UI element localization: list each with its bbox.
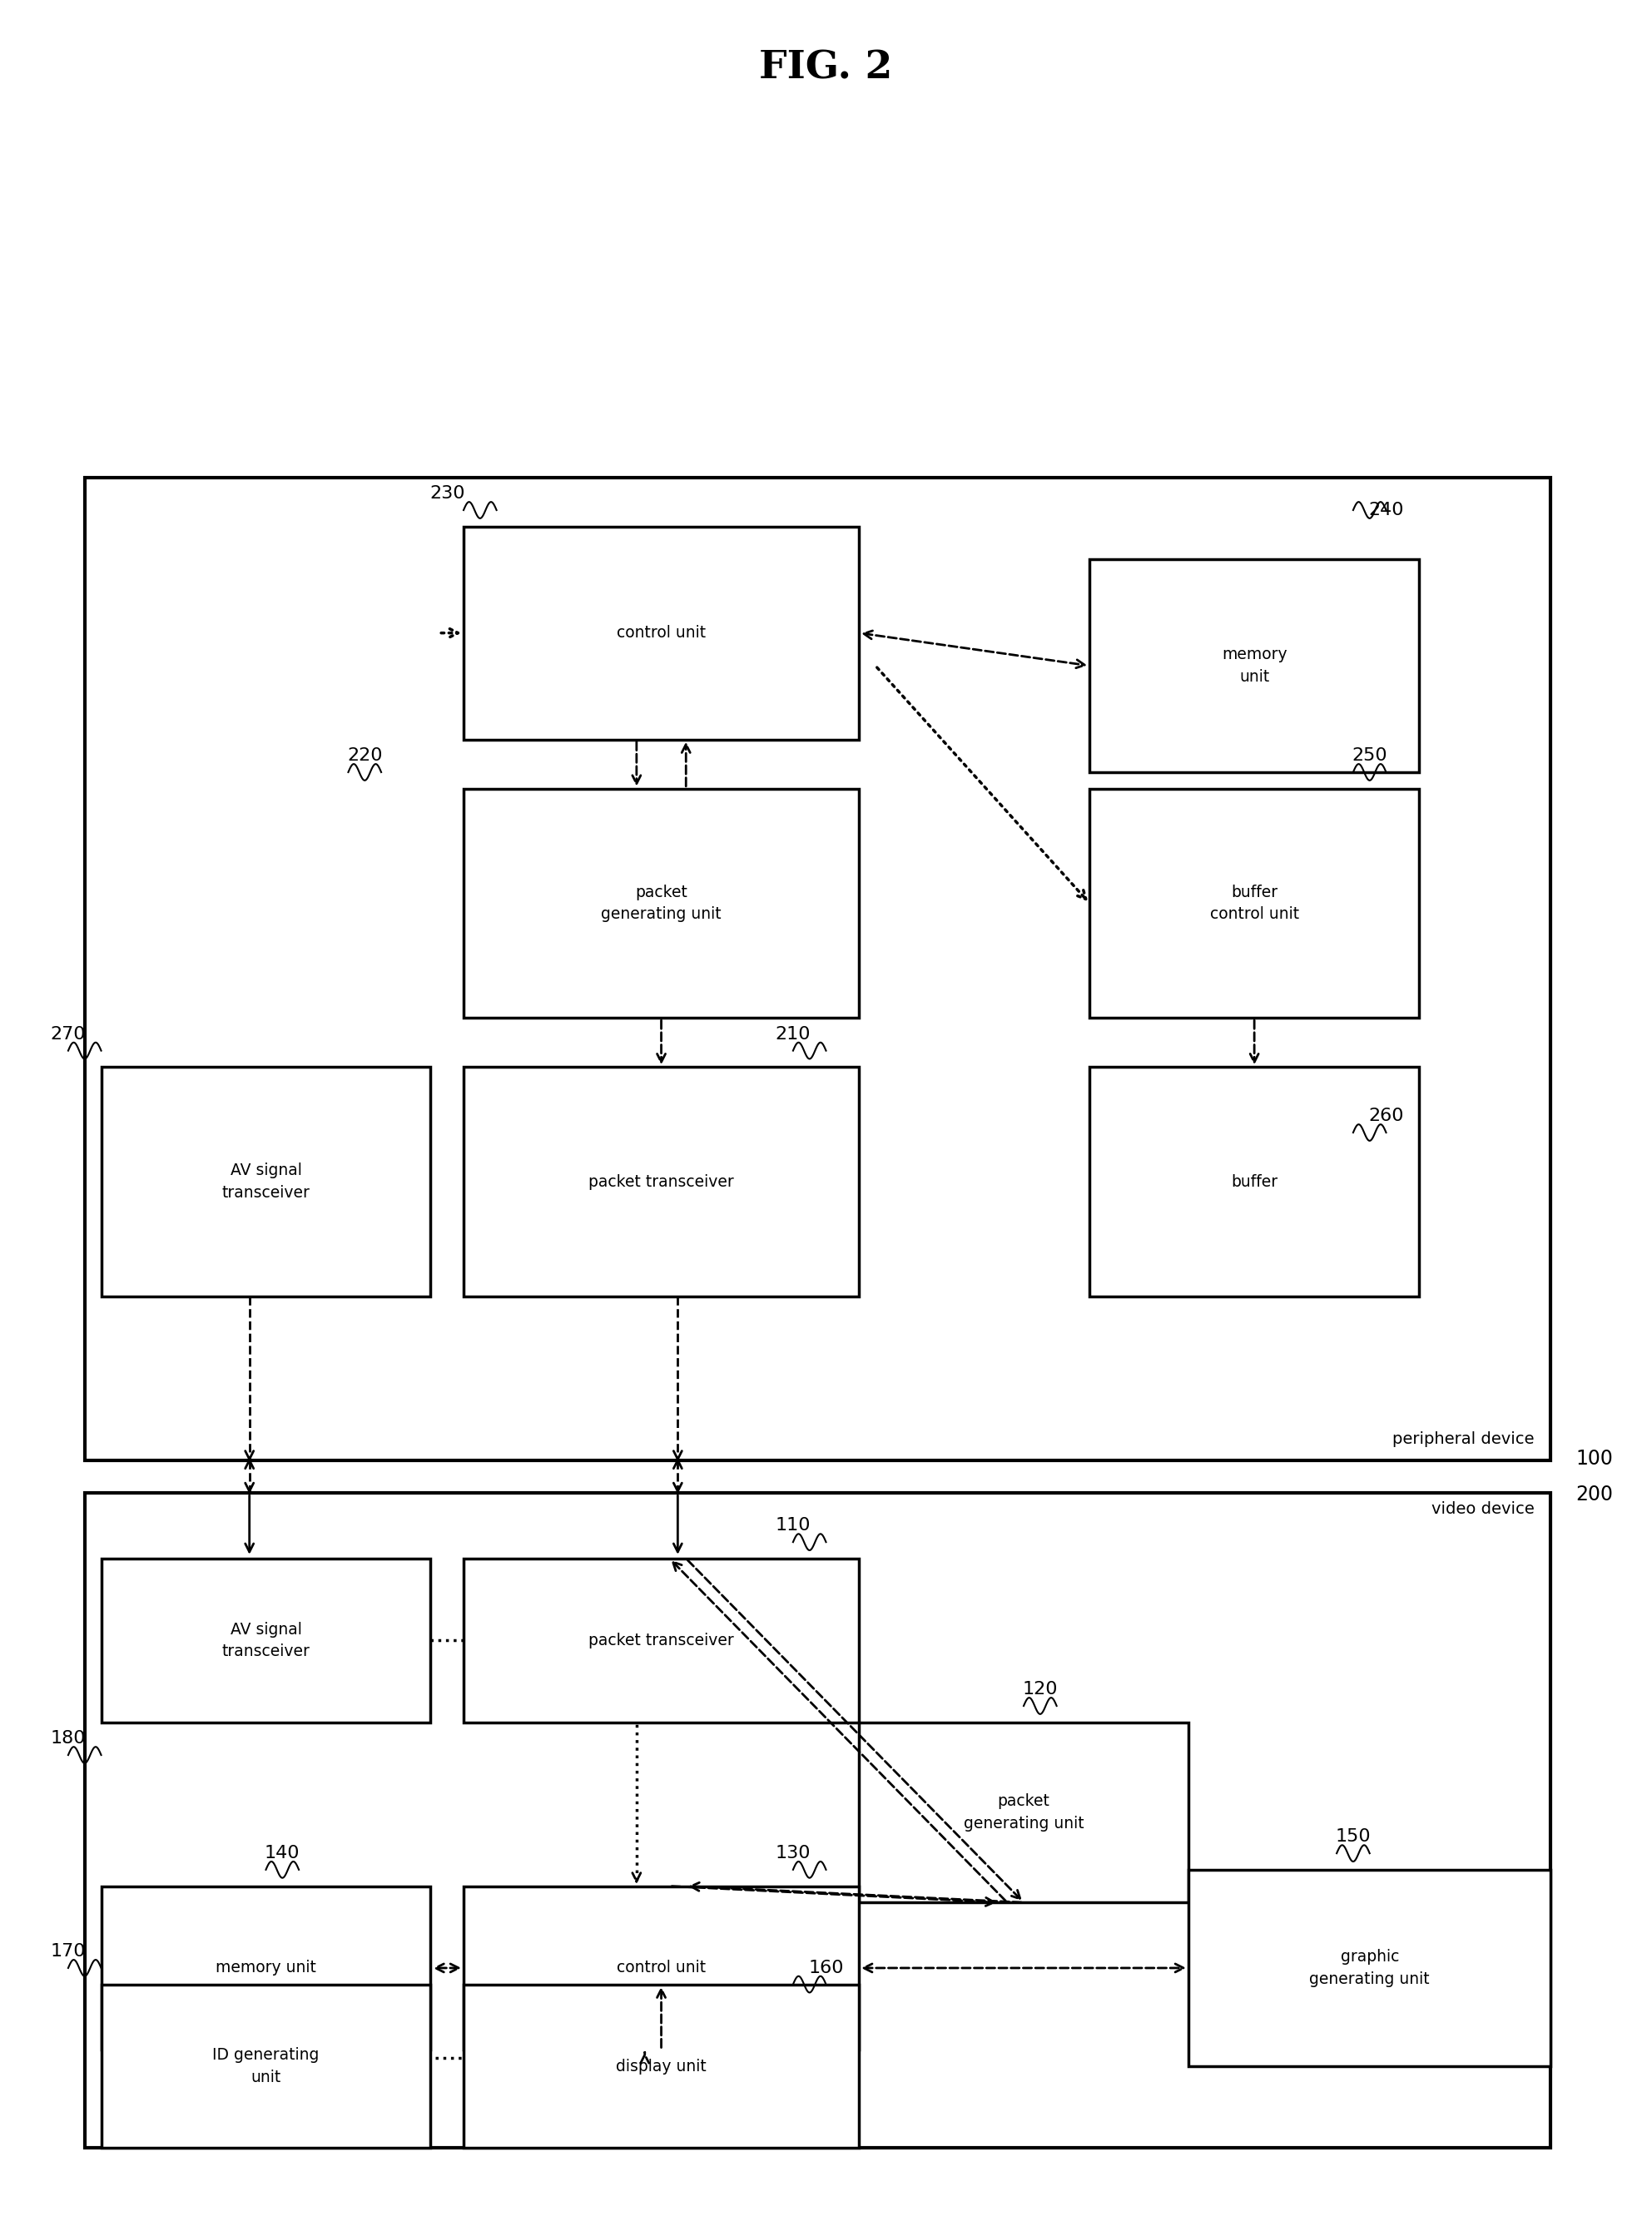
Bar — [464, 1068, 859, 1296]
Bar — [1090, 1068, 1419, 1296]
Text: 110: 110 — [775, 1518, 811, 1533]
Text: memory unit: memory unit — [216, 1961, 316, 1977]
Bar — [464, 789, 859, 1017]
Bar — [859, 1722, 1188, 1904]
Text: buffer: buffer — [1231, 1174, 1277, 1190]
Text: memory
unit: memory unit — [1221, 647, 1287, 685]
Text: 150: 150 — [1335, 1828, 1371, 1846]
Bar — [84, 476, 1551, 1460]
Bar — [464, 1886, 859, 2050]
Text: FIG. 2: FIG. 2 — [760, 49, 892, 86]
Text: control unit: control unit — [616, 625, 705, 640]
Text: control unit: control unit — [616, 1961, 705, 1977]
Text: 210: 210 — [775, 1026, 811, 1042]
Text: 220: 220 — [347, 747, 382, 765]
Bar — [101, 1983, 431, 2147]
Text: 180: 180 — [51, 1731, 86, 1746]
Text: 200: 200 — [1576, 1485, 1612, 1505]
Bar — [464, 1558, 859, 1722]
Text: packet transceiver: packet transceiver — [588, 1633, 733, 1649]
Text: packet
generating unit: packet generating unit — [963, 1793, 1084, 1830]
Text: 140: 140 — [264, 1846, 301, 1861]
Text: 270: 270 — [51, 1026, 86, 1042]
Text: packet
generating unit: packet generating unit — [601, 884, 722, 922]
Bar — [84, 1494, 1551, 2147]
Text: 170: 170 — [51, 1943, 86, 1959]
Text: 120: 120 — [1023, 1682, 1057, 1697]
Bar — [464, 1983, 859, 2147]
Bar — [101, 1886, 431, 2050]
Text: buffer
control unit: buffer control unit — [1209, 884, 1298, 922]
Text: 100: 100 — [1576, 1449, 1612, 1469]
Text: video device: video device — [1431, 1500, 1535, 1518]
Bar — [1188, 1870, 1551, 2065]
Text: 250: 250 — [1351, 747, 1388, 765]
Text: AV signal
transceiver: AV signal transceiver — [221, 1163, 311, 1201]
Text: peripheral device: peripheral device — [1393, 1432, 1535, 1447]
Bar — [1090, 558, 1419, 771]
Text: 230: 230 — [430, 485, 464, 503]
Text: packet transceiver: packet transceiver — [588, 1174, 733, 1190]
Text: 240: 240 — [1368, 501, 1404, 519]
Bar — [101, 1068, 431, 1296]
Text: display unit: display unit — [616, 2059, 707, 2074]
Text: 260: 260 — [1368, 1108, 1404, 1124]
Text: ID generating
unit: ID generating unit — [213, 2048, 319, 2085]
Text: AV signal
transceiver: AV signal transceiver — [221, 1622, 311, 1660]
Text: 130: 130 — [775, 1846, 811, 1861]
Bar — [101, 1558, 431, 1722]
Text: 160: 160 — [808, 1959, 844, 1977]
Bar — [1090, 789, 1419, 1017]
Text: graphic
generating unit: graphic generating unit — [1310, 1950, 1431, 1988]
Bar — [464, 527, 859, 740]
